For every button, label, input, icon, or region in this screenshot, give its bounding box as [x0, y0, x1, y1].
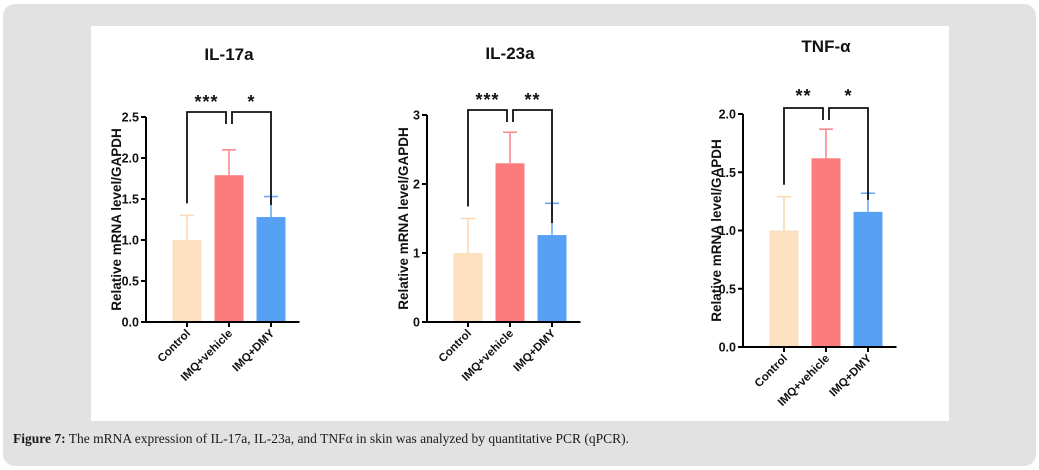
- bar-control: [172, 240, 202, 322]
- significance-label: ***: [475, 90, 499, 110]
- significance-bracket: [467, 109, 508, 207]
- y-tick-label: 2.0: [719, 108, 736, 122]
- caption-label: Figure 7:: [13, 431, 66, 446]
- significance-bracket: [231, 111, 272, 206]
- significance-bracket: [783, 107, 824, 185]
- x-tick-label: Control: [156, 328, 193, 365]
- x-tick-label: IMQ+DMY: [511, 327, 558, 374]
- bar-imq-dmy: [256, 217, 286, 322]
- figure-caption: Figure 7: The mRNA expression of IL-17a,…: [13, 431, 629, 447]
- bar-control: [769, 230, 799, 347]
- chart-title: TNF-α: [801, 37, 851, 56]
- significance-bracket: [186, 111, 227, 204]
- y-tick-label: 1.0: [122, 234, 139, 248]
- y-tick-label: 0.5: [122, 275, 139, 289]
- y-tick-label: 2: [413, 178, 420, 192]
- bar-imq-vehicle: [214, 175, 244, 322]
- y-tick-label: 2.0: [122, 152, 139, 166]
- x-tick-label: Control: [437, 328, 474, 365]
- y-axis-label: Relative mRNA level/GAPDH: [396, 127, 411, 310]
- significance-label: *: [844, 86, 852, 106]
- bar-imq-vehicle: [811, 158, 841, 347]
- x-tick-label: IMQ+DMY: [827, 352, 874, 399]
- y-tick-label: 1: [413, 247, 420, 261]
- caption-text: The mRNA expression of IL-17a, IL-23a, a…: [65, 431, 629, 446]
- bar-imq-vehicle: [495, 163, 525, 322]
- y-tick-label: 3: [413, 109, 420, 123]
- y-tick-label: 0.0: [719, 341, 736, 355]
- chart-title: IL-17a: [204, 45, 254, 64]
- significance-label: **: [524, 90, 540, 110]
- x-tick-label: Control: [753, 353, 790, 390]
- bar-imq-dmy: [853, 211, 883, 347]
- significance-label: *: [247, 92, 255, 112]
- figure-image: IL-17a Relative mRNA level/GAPDH 0.0 0.5 1.0…: [91, 26, 949, 421]
- y-tick-label: 0.5: [719, 282, 736, 296]
- y-tick-label: 0.0: [122, 316, 139, 330]
- y-axis-label: Relative mRNA level/GAPDH: [709, 139, 724, 322]
- bar-control: [453, 253, 483, 322]
- y-tick-label: 1.5: [122, 193, 139, 207]
- y-tick-label: 0: [413, 316, 420, 330]
- significance-bracket: [828, 107, 869, 200]
- charts-svg: IL-17a Relative mRNA level/GAPDH 0.0 0.5 1.0…: [109, 37, 897, 409]
- significance-bracket: [512, 109, 553, 224]
- y-axis-label: Relative mRNA level/GAPDH: [109, 128, 124, 311]
- significance-label: **: [795, 86, 811, 106]
- x-tick-label: IMQ+DMY: [230, 327, 277, 374]
- y-tick-label: 1.5: [719, 166, 736, 180]
- y-tick-label: 2.5: [122, 111, 139, 125]
- significance-label: ***: [194, 92, 218, 112]
- bar-imq-dmy: [537, 235, 567, 322]
- chart-title: IL-23a: [485, 44, 535, 63]
- y-tick-label: 1.0: [719, 224, 736, 238]
